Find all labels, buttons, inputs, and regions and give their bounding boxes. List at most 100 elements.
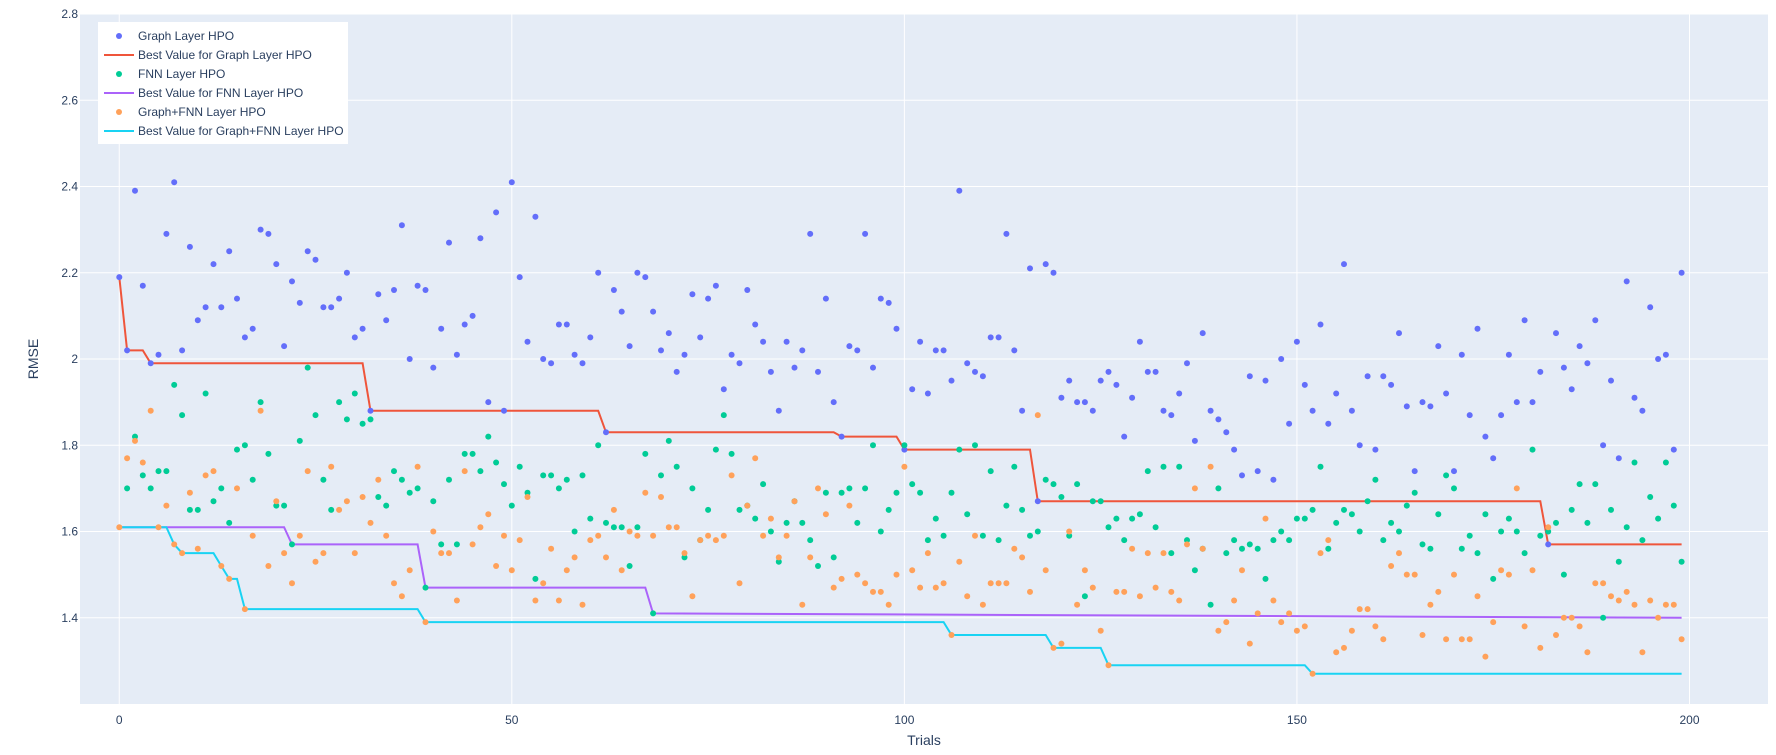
- data-point: [116, 524, 123, 531]
- data-point: [862, 580, 869, 587]
- data-point: [1168, 550, 1175, 557]
- data-point: [453, 597, 460, 604]
- data-point: [1325, 537, 1332, 544]
- legend-label: Best Value for Graph+FNN Layer HPO: [138, 124, 344, 138]
- data-point: [1348, 627, 1355, 634]
- data-point: [155, 351, 162, 358]
- data-point: [469, 541, 476, 548]
- data-point: [218, 563, 225, 569]
- data-point: [885, 601, 892, 608]
- data-point: [783, 519, 790, 526]
- data-point: [147, 360, 154, 367]
- data-point: [658, 472, 664, 479]
- data-point: [650, 308, 657, 315]
- data-point: [132, 437, 138, 444]
- data-point: [1003, 502, 1010, 509]
- data-point: [1191, 437, 1198, 444]
- data-point: [540, 472, 547, 479]
- data-point: [1074, 601, 1081, 608]
- data-point: [579, 601, 586, 608]
- data-point: [493, 209, 500, 216]
- data-point: [1403, 571, 1410, 578]
- data-point: [493, 459, 500, 466]
- data-point: [234, 295, 240, 302]
- data-point: [508, 502, 515, 509]
- data-point: [1050, 269, 1057, 276]
- data-point: [1199, 330, 1206, 337]
- data-point: [226, 575, 233, 582]
- legend-item[interactable]: Best Value for Graph Layer HPO: [104, 48, 312, 62]
- data-point: [1505, 571, 1512, 578]
- data-point: [1482, 511, 1489, 518]
- data-point: [673, 524, 680, 531]
- data-point: [775, 554, 782, 561]
- data-point: [1152, 368, 1159, 375]
- data-point: [1246, 373, 1253, 380]
- data-point: [1655, 614, 1662, 621]
- data-point: [296, 299, 303, 306]
- data-point: [1184, 541, 1190, 548]
- data-point: [548, 360, 555, 367]
- data-point: [799, 347, 806, 354]
- data-point: [642, 450, 649, 457]
- data-point: [940, 347, 947, 354]
- data-point: [1482, 433, 1489, 440]
- legend-item[interactable]: Best Value for Graph+FNN Layer HPO: [104, 124, 344, 138]
- data-point: [1223, 619, 1230, 626]
- data-point: [1631, 394, 1638, 401]
- data-point: [1341, 261, 1347, 268]
- data-point: [218, 485, 225, 492]
- data-point: [1058, 494, 1065, 500]
- data-point: [1380, 636, 1387, 643]
- x-tick-label: 100: [894, 713, 914, 727]
- data-point: [697, 334, 704, 341]
- data-point: [815, 563, 821, 569]
- data-point: [1215, 416, 1222, 423]
- data-point: [1388, 519, 1395, 526]
- axes: 1.4 1.6 1.8 2 2.2 2.4 2.6 2.8 0 50 100 150 200: [61, 7, 1700, 727]
- data-point: [234, 485, 240, 492]
- data-point: [320, 550, 327, 557]
- data-point: [1317, 321, 1324, 328]
- data-point: [775, 407, 782, 414]
- data-point: [1136, 593, 1143, 600]
- data-point: [1608, 506, 1614, 513]
- legend-item[interactable]: Best Value for FNN Layer HPO: [104, 86, 303, 100]
- series-best-value-for-graph-fnn-layer-hpo: [119, 526, 1682, 675]
- data-point: [438, 550, 445, 557]
- legend[interactable]: Graph Layer HPO Best Value for Graph Laye…: [98, 22, 348, 144]
- data-point: [783, 532, 790, 539]
- legend-item[interactable]: FNN Layer HPO: [116, 67, 225, 81]
- data-point: [1537, 532, 1544, 539]
- data-point: [987, 468, 994, 475]
- data-point: [830, 554, 837, 561]
- data-point: [909, 567, 916, 574]
- data-point: [1435, 588, 1442, 595]
- data-point: [901, 463, 908, 470]
- data-point: [1003, 230, 1010, 237]
- data-point: [1490, 619, 1497, 626]
- data-point: [1003, 580, 1010, 587]
- data-point: [893, 325, 900, 332]
- data-point: [1176, 463, 1183, 470]
- legend-box: [98, 22, 348, 144]
- data-point: [987, 334, 994, 341]
- data-point: [375, 476, 382, 483]
- data-point: [226, 519, 233, 526]
- data-point: [1388, 563, 1395, 569]
- data-point: [1545, 541, 1552, 548]
- data-point: [1537, 368, 1544, 375]
- data-point: [328, 304, 335, 311]
- data-point: [391, 287, 397, 293]
- data-point: [760, 481, 767, 488]
- data-point: [501, 481, 507, 488]
- data-point: [163, 230, 170, 237]
- data-point: [359, 325, 366, 332]
- data-point: [391, 468, 397, 475]
- data-point: [548, 545, 555, 552]
- legend-item[interactable]: Graph+FNN Layer HPO: [116, 105, 266, 119]
- data-point: [555, 485, 562, 492]
- data-point: [815, 368, 821, 375]
- legend-item[interactable]: Graph Layer HPO: [116, 29, 234, 43]
